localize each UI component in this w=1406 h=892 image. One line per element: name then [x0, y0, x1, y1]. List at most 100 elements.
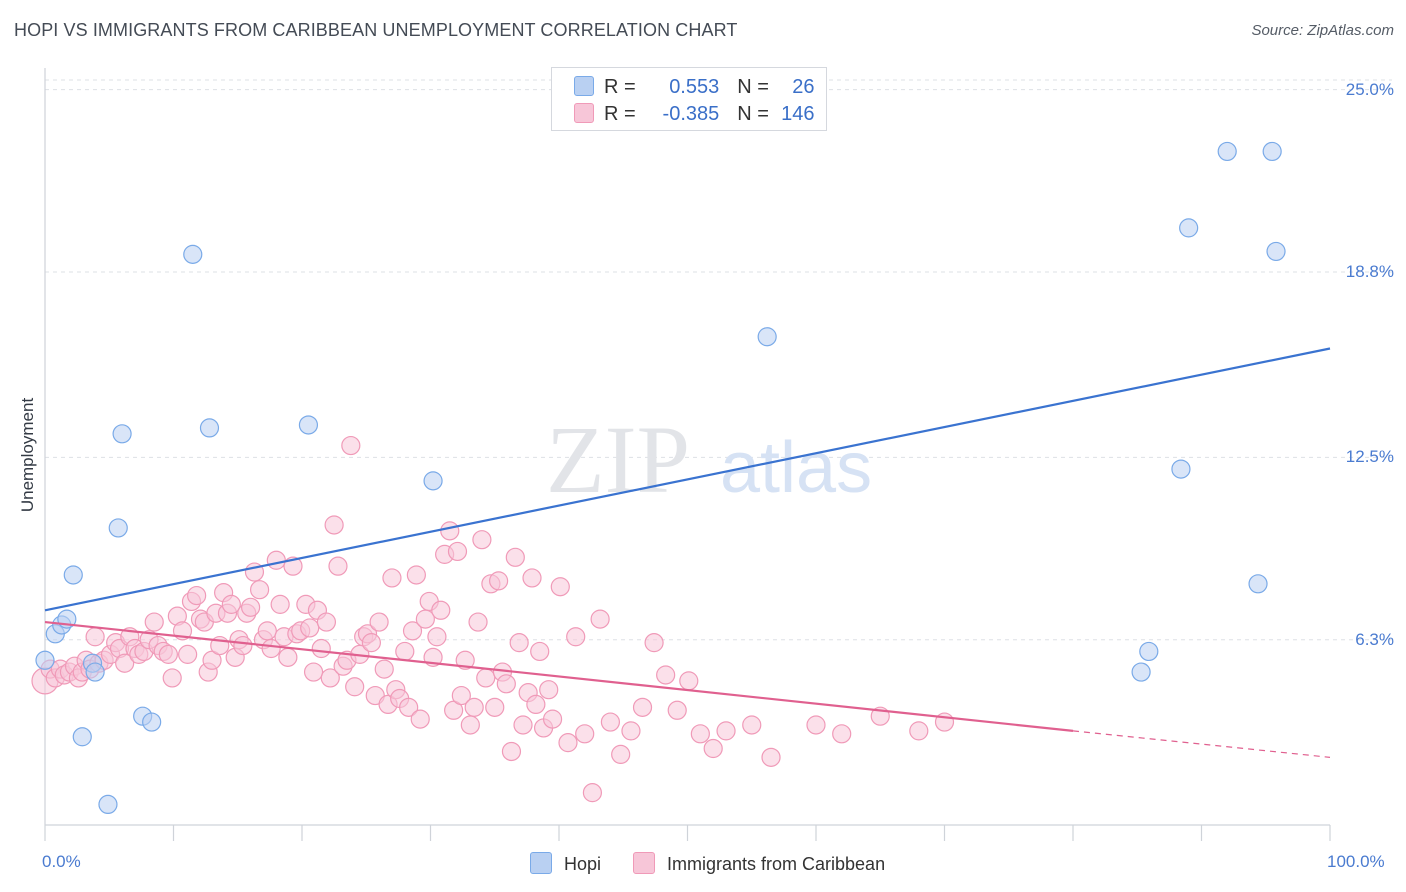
caribbean-point	[369, 612, 389, 632]
caribbean-point	[522, 568, 542, 588]
caribbean-point	[451, 685, 471, 706]
hopi-point	[1262, 141, 1282, 162]
caribbean-point	[742, 715, 762, 735]
caribbean-point	[249, 580, 270, 600]
caribbean-point	[324, 515, 344, 535]
caribbean-point	[460, 715, 480, 735]
hopi-point	[108, 518, 128, 538]
hopi-point	[1266, 241, 1286, 262]
caribbean-point	[485, 697, 505, 717]
caribbean-point	[410, 709, 430, 729]
caribbean-point	[690, 724, 710, 744]
caribbean-trend-extension	[1072, 730, 1331, 758]
hopi-point	[1131, 662, 1151, 682]
caribbean-point	[221, 594, 241, 614]
caribbean-point	[542, 709, 563, 729]
caribbean-point	[440, 521, 460, 541]
caribbean-point	[539, 680, 559, 700]
chart-title: HOPI VS IMMIGRANTS FROM CARIBBEAN UNEMPL…	[14, 20, 738, 40]
hopi-point	[183, 244, 203, 264]
caribbean-point	[472, 530, 492, 550]
caribbean-point	[115, 653, 135, 673]
caribbean-point	[476, 668, 496, 688]
bottom-legend-caribbean: Immigrants from Caribbean	[633, 852, 885, 875]
caribbean-point	[447, 541, 468, 562]
hopi-point	[98, 794, 118, 815]
caribbean-swatch	[574, 103, 594, 123]
caribbean-point	[266, 550, 286, 570]
chart-source: Source: ZipAtlas.com	[1251, 22, 1394, 39]
caribbean-point	[178, 644, 198, 664]
hopi-r-value: 0.553	[669, 76, 720, 98]
correlation-legend: R = 0.553 N = 26 R = -0.385 N = 146	[551, 67, 827, 131]
legend-row-hopi: R = 0.553 N = 26	[574, 76, 815, 100]
caribbean-point	[361, 633, 381, 653]
caribbean-point	[427, 627, 447, 647]
caribbean-point	[667, 700, 687, 720]
y-tick-label: 6.3%	[1355, 629, 1394, 649]
caribbean-point	[505, 547, 525, 567]
caribbean-point	[187, 585, 207, 606]
caribbean-point	[716, 721, 736, 741]
caribbean-point	[909, 721, 929, 741]
trend-lines	[44, 347, 1331, 758]
caribbean-point	[257, 621, 277, 641]
caribbean-point	[320, 668, 340, 688]
caribbean-point	[832, 724, 852, 744]
y-tick-label: 12.5%	[1345, 447, 1394, 467]
hopi-trend-line	[44, 347, 1331, 612]
caribbean-n-value: 146	[781, 103, 815, 125]
caribbean-point	[431, 600, 451, 620]
caribbean-point	[270, 594, 290, 614]
caribbean-point	[530, 641, 550, 662]
caribbean-point	[233, 635, 253, 656]
caribbean-point	[455, 650, 475, 670]
caribbean-point	[345, 677, 365, 697]
gridlines	[45, 79, 1392, 641]
hopi-point	[1179, 218, 1199, 238]
caribbean-point	[526, 694, 546, 715]
caribbean-point	[489, 571, 509, 591]
caribbean-trend-line	[44, 620, 1074, 732]
hopi-point	[63, 565, 83, 585]
caribbean-point	[550, 577, 570, 597]
caribbean-point	[703, 738, 723, 759]
hopi-point	[298, 415, 319, 435]
hopi-n-value: 26	[792, 76, 815, 98]
caribbean-point	[328, 556, 348, 576]
caribbean-point	[261, 638, 281, 659]
caribbean-r-value: -0.385	[662, 103, 720, 125]
hopi-point	[142, 712, 162, 732]
caribbean-point	[85, 627, 105, 647]
caribbean-point	[656, 665, 676, 685]
caribbean-point	[464, 697, 484, 717]
caribbean-point	[241, 597, 261, 617]
hopi-point	[757, 327, 777, 347]
caribbean-point	[144, 612, 164, 632]
axes	[44, 68, 1331, 841]
bottom-legend-hopi: Hopi	[530, 852, 601, 875]
caribbean-point	[162, 668, 182, 688]
bottom-legend-hopi-swatch	[530, 852, 552, 874]
caribbean-point	[402, 621, 423, 641]
hopi-point	[199, 418, 220, 438]
caribbean-point	[300, 618, 320, 638]
hopi-point	[423, 471, 443, 491]
caribbean-point	[501, 741, 522, 762]
caribbean-point	[558, 733, 578, 753]
caribbean-point	[590, 609, 610, 629]
caribbean-point	[311, 638, 331, 659]
watermark-zip: ZIP	[546, 406, 690, 513]
caribbean-point	[806, 715, 826, 735]
caribbean-point	[382, 568, 402, 588]
hopi-point	[112, 424, 132, 444]
hopi-point	[1139, 641, 1159, 662]
y-tick-label: 25.0%	[1345, 79, 1394, 99]
caribbean-point	[644, 633, 664, 653]
caribbean-point	[278, 647, 298, 667]
caribbean-point	[611, 744, 631, 765]
hopi-point	[35, 650, 55, 670]
caribbean-point	[761, 747, 781, 767]
hopi-point	[1171, 459, 1191, 479]
